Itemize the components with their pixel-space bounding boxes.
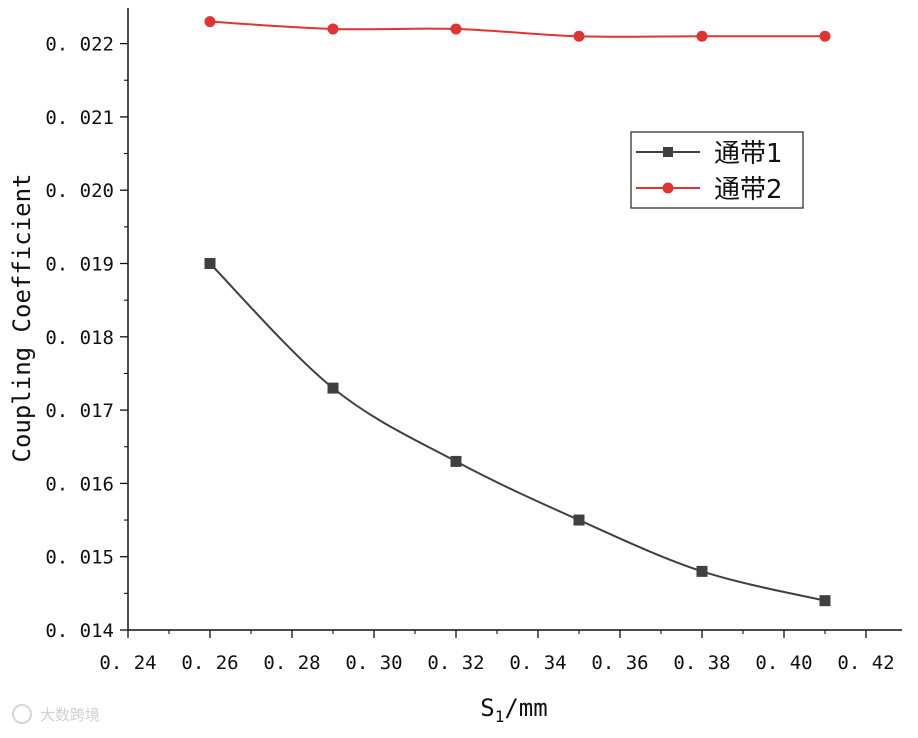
data-point-square: [327, 382, 339, 394]
data-point-square: [450, 455, 462, 467]
x-tick-label: 0. 38: [673, 652, 730, 674]
data-point-square: [819, 595, 831, 607]
data-point-square: [204, 258, 216, 269]
data-point-circle: [450, 23, 462, 35]
x-tick-label: 0. 32: [427, 652, 484, 674]
y-tick-label: 0. 015: [45, 547, 114, 569]
data-point-circle: [819, 30, 831, 42]
x-tick-label: 0. 30: [345, 652, 402, 674]
y-axis-title: Coupling Coefficient: [8, 174, 36, 463]
legend-label-1: 通带1: [714, 139, 783, 169]
axes: 0. 24 0. 26 0. 28 0. 30 0. 32 0. 34 0. 36 0. 38…: [45, 8, 902, 674]
x-tick-label: 0. 40: [755, 652, 812, 674]
y-tick-label: 0. 022: [45, 34, 114, 56]
legend-marker-square: [663, 147, 673, 157]
legend-marker-circle: [662, 182, 674, 194]
legend: 通带1 通带2: [630, 131, 804, 209]
series-line-2: [209, 20, 825, 38]
y-tick-label: 0. 017: [45, 400, 114, 422]
data-point-circle: [327, 23, 339, 35]
y-tick-label: 0. 018: [45, 327, 114, 349]
series-line-1: [209, 262, 826, 602]
y-tick-label: 0. 014: [45, 620, 114, 642]
x-tick-label: 0. 26: [181, 652, 238, 674]
x-axis-title-main: S: [480, 694, 494, 722]
y-tick-label: 0. 021: [45, 107, 114, 129]
data-point-square: [696, 565, 708, 577]
legend-box: [630, 131, 804, 209]
data-point-circle: [573, 30, 585, 42]
data-point-circle: [204, 16, 216, 28]
y-tick-label: 0. 020: [45, 180, 114, 202]
watermark: 大数跨境: [12, 704, 100, 724]
data-point-square: [573, 514, 585, 526]
legend-label-2: 通带2: [714, 175, 783, 205]
x-tick-label: 0. 28: [263, 652, 320, 674]
y-tick-label: 0. 019: [45, 254, 114, 276]
series-layer: [204, 16, 831, 607]
watermark-logo-icon: [12, 704, 32, 724]
x-axis-title: S1/mm: [480, 694, 547, 726]
x-axis-title-subscript: 1: [495, 707, 505, 726]
x-tick-label: 0. 34: [509, 652, 566, 674]
data-point-circle: [696, 30, 708, 42]
x-axis-title-unit: /mm: [504, 694, 547, 722]
x-tick-label: 0. 24: [99, 652, 156, 674]
x-tick-label: 0. 42: [837, 652, 894, 674]
watermark-text: 大数跨境: [40, 706, 100, 724]
x-tick-label: 0. 36: [591, 652, 648, 674]
y-tick-label: 0. 016: [45, 473, 114, 495]
